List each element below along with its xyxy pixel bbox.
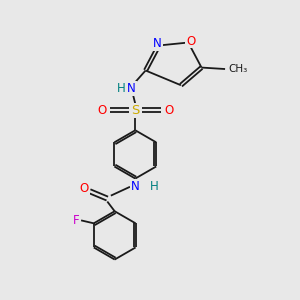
- Text: N: N: [153, 37, 162, 50]
- Text: F: F: [73, 214, 80, 227]
- Text: H: H: [150, 180, 159, 193]
- Text: H: H: [117, 82, 125, 95]
- Text: O: O: [186, 34, 195, 48]
- Text: CH₃: CH₃: [229, 64, 248, 74]
- Text: O: O: [80, 182, 89, 195]
- Text: N: N: [131, 180, 140, 193]
- Text: O: O: [98, 104, 106, 117]
- Text: S: S: [131, 104, 140, 117]
- Text: N: N: [128, 82, 136, 95]
- Text: O: O: [164, 104, 173, 117]
